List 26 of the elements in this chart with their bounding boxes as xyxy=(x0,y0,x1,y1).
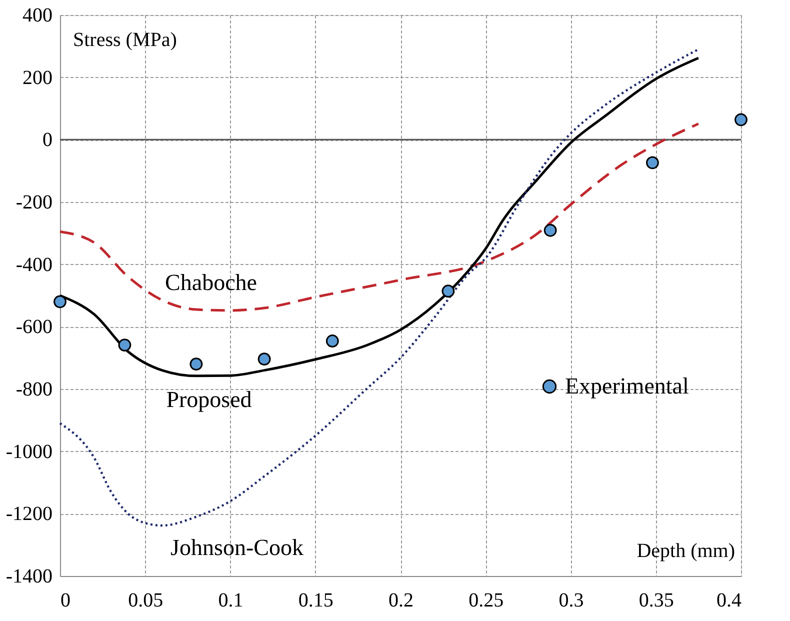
x-tick-label: 0.05 xyxy=(128,590,164,612)
y-tick-label: -400 xyxy=(16,254,52,276)
x-tick-label: 0.25 xyxy=(468,590,504,612)
x-axis-title: Depth (mm) xyxy=(636,540,735,562)
series-label: Proposed xyxy=(166,387,252,412)
y-tick-label: -200 xyxy=(16,192,52,214)
x-tick-label: 0.4 xyxy=(716,590,742,612)
line-series xyxy=(58,122,700,312)
legend-label: Experimental xyxy=(565,374,689,398)
y-tick-label: -1400 xyxy=(6,566,52,588)
x-tick-label: 0.35 xyxy=(638,590,674,612)
y-axis-title: Stress (MPa) xyxy=(73,29,177,51)
y-tick-label: -1200 xyxy=(6,503,52,526)
x-tick-label: 0.3 xyxy=(558,590,584,612)
y-tick-label: -600 xyxy=(16,316,52,338)
y-tick-label: 0 xyxy=(42,129,52,152)
x-tick-label: 0.15 xyxy=(298,590,334,612)
y-tick-label: -800 xyxy=(16,378,52,400)
y-tick-label: 400 xyxy=(22,4,52,26)
y-tick-label: 200 xyxy=(22,66,52,89)
x-tick-label: 0.2 xyxy=(388,590,414,612)
series-label: Chaboche xyxy=(165,270,257,295)
y-tick-label: -1000 xyxy=(6,440,52,463)
x-tick-label: 0 xyxy=(60,590,70,612)
series-label: Johnson-Cook xyxy=(170,535,304,560)
x-tick-label: 0.1 xyxy=(218,590,244,612)
